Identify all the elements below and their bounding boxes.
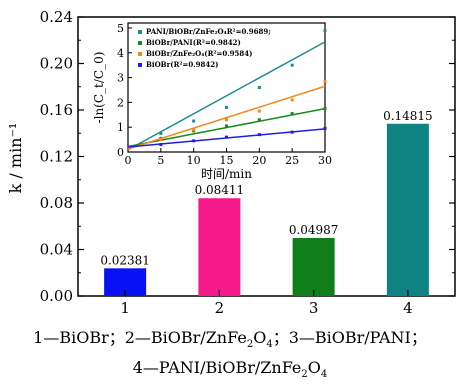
x-tick-label: 1: [120, 299, 130, 317]
inset-y-tick-label: 3: [117, 72, 124, 85]
inset-data-point: [323, 79, 327, 83]
inset-legend-marker: [138, 63, 142, 67]
inset-y-tick-label: 2: [117, 96, 124, 109]
inset-data-point: [159, 131, 163, 135]
inset-x-tick-label: 10: [187, 154, 201, 167]
inset-data-point: [323, 126, 327, 130]
bar-3: [292, 238, 335, 296]
bar-2: [198, 198, 241, 296]
inset-data-point: [323, 107, 327, 111]
inset-legend-marker: [138, 30, 142, 34]
bar-4: [386, 123, 429, 296]
inset-data-point: [192, 128, 196, 132]
figure-caption-line-2: 4—PANI/BiOBr/ZnFe2O4: [132, 358, 328, 381]
inset-x-tick-label: 15: [220, 154, 234, 167]
inset-data-point: [257, 86, 261, 89]
inset-y-tick-label: 0: [117, 146, 124, 159]
inset-data-point: [192, 139, 196, 143]
y-tick-label: 0.08: [40, 194, 73, 212]
figure-caption-line-1: 1—BiOBr；2—BiOBr/ZnFe2O4；3—BiOBr/PANI；: [33, 328, 427, 351]
x-tick-label: 2: [215, 299, 225, 317]
inset-x-tick-label: 25: [285, 154, 299, 167]
bar-data-label: 0.14815: [383, 109, 433, 123]
inset-x-tick-label: 0: [125, 154, 132, 167]
inset-x-tick-label: 30: [318, 154, 332, 167]
inset-y-axis-label: -ln(C_t/C_0): [92, 52, 106, 124]
y-axis-label: k / min⁻¹: [6, 123, 25, 194]
inset-y-tick-label: 5: [117, 22, 124, 35]
inset-data-point: [257, 118, 261, 122]
inset-frame: [127, 22, 326, 153]
bar-data-label: 0.02381: [100, 253, 150, 267]
inset-data-point: [225, 135, 228, 139]
inset-data-point: [257, 109, 261, 113]
inset-legend-marker: [138, 41, 142, 45]
inset-data-point: [257, 133, 261, 137]
inset-data-point: [290, 130, 294, 134]
inset-legend-marker: [138, 52, 142, 56]
bar-data-label: 0.08411: [195, 183, 245, 197]
inset-x-tick-label: 5: [157, 154, 164, 167]
inset-y-tick-label: 1: [117, 121, 124, 134]
inset-data-point: [159, 138, 163, 142]
inset-x-axis-label: 时间/min: [201, 167, 252, 181]
inset-data-point: [159, 143, 163, 147]
inset-x-tick-label: 20: [252, 154, 266, 167]
x-tick-label: 4: [403, 299, 413, 317]
inset-data-point: [192, 119, 196, 123]
inset-data-point: [225, 118, 228, 122]
x-tick-label: 3: [309, 299, 319, 317]
inset-legend-label: PANI/BiOBr/ZnFe₂O₄R²=0.9689;: [146, 27, 271, 36]
inset-data-point: [290, 112, 294, 116]
inset-legend-label: BiOBr/PANI(R²=0.9842): [146, 38, 241, 47]
inset-y-tick-label: 4: [117, 47, 124, 60]
inset-data-point: [290, 98, 294, 102]
inset-legend-label: BiOBr/ZnFe₂O₄(R²=0.9584): [146, 49, 252, 58]
inset-fit-line: [127, 41, 326, 151]
y-tick-label: 0.12: [40, 148, 73, 166]
y-tick-label: 0.04: [40, 241, 73, 259]
y-tick-label: 0.16: [40, 101, 73, 119]
y-tick-label: 0.20: [40, 55, 73, 73]
inset-data-point: [225, 105, 228, 109]
bar-data-label: 0.04987: [289, 223, 339, 237]
inset-data-point: [323, 28, 327, 32]
y-tick-label: 0.00: [40, 287, 73, 305]
y-tick-label: 0.24: [40, 8, 73, 26]
inset-data-point: [225, 124, 228, 128]
inset-legend-label: BiOBr(R²=0.9842): [146, 60, 218, 69]
inset-data-point: [290, 63, 294, 67]
